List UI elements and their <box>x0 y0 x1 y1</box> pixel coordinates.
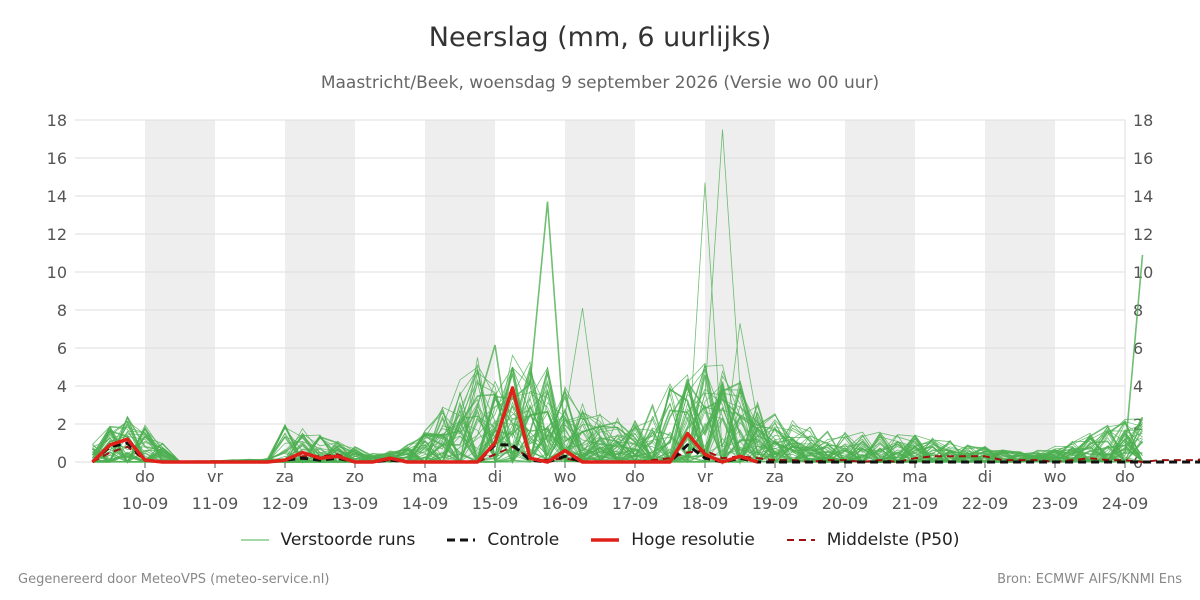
x-tick-day-16-09: wo <box>554 467 577 486</box>
legend-label-control: Controle <box>487 530 560 550</box>
y-tick-right-16: 16 <box>1133 149 1153 168</box>
x-tick-date-24-09: 24-09 <box>1102 494 1149 513</box>
day-band-16-09 <box>565 120 635 462</box>
y-tick-left-14: 14 <box>47 187 67 206</box>
x-tick-date-20-09: 20-09 <box>822 494 869 513</box>
x-tick-date-14-09: 14-09 <box>402 494 449 513</box>
legend-swatch-median <box>786 539 815 541</box>
x-tick-day-24-09: do <box>1115 467 1135 486</box>
y-tick-left-4: 4 <box>57 377 67 396</box>
x-tick-day-20-09: zo <box>836 467 854 486</box>
x-tick-date-16-09: 16-09 <box>542 494 589 513</box>
y-tick-left-0: 0 <box>57 453 67 472</box>
x-tick-day-14-09: ma <box>412 467 437 486</box>
x-tick-date-18-09: 18-09 <box>682 494 729 513</box>
y-tick-left-8: 8 <box>57 301 67 320</box>
day-band-12-09 <box>285 120 355 462</box>
x-tick-day-15-09: di <box>488 467 503 486</box>
y-tick-right-14: 14 <box>1133 187 1153 206</box>
y-tick-right-4: 4 <box>1133 377 1143 396</box>
x-tick-date-12-09: 12-09 <box>262 494 309 513</box>
chart-legend: Verstoorde runs Controle Hoge resolutie … <box>0 530 1200 550</box>
x-tick-day-23-09: wo <box>1044 467 1067 486</box>
x-tick-day-21-09: ma <box>902 467 927 486</box>
legend-label-hires: Hoge resolutie <box>631 530 755 550</box>
day-band-10-09 <box>145 120 215 462</box>
x-tick-date-10-09: 10-09 <box>122 494 169 513</box>
y-tick-left-12: 12 <box>47 225 67 244</box>
x-tick-day-10-09: do <box>135 467 155 486</box>
y-tick-right-12: 12 <box>1133 225 1153 244</box>
footer-generated-by: Gegenereerd door MeteoVPS (meteo-service… <box>18 572 330 587</box>
y-tick-right-10: 10 <box>1133 263 1153 282</box>
chart-title: Neerslag (mm, 6 uurlijks) <box>428 22 772 53</box>
x-tick-date-19-09: 19-09 <box>752 494 799 513</box>
footer-source: Bron: ECMWF AIFS/KNMI Ens <box>997 572 1182 587</box>
x-tick-day-22-09: di <box>978 467 993 486</box>
x-tick-date-22-09: 22-09 <box>962 494 1009 513</box>
y-tick-left-16: 16 <box>47 149 67 168</box>
legend-label-ensemble: Verstoorde runs <box>280 530 416 550</box>
x-tick-date-11-09: 11-09 <box>192 494 239 513</box>
legend-item-control[interactable]: Controle <box>447 530 559 550</box>
y-tick-left-18: 18 <box>47 111 67 130</box>
x-tick-day-17-09: do <box>625 467 645 486</box>
y-tick-left-10: 10 <box>47 263 67 282</box>
x-tick-date-17-09: 17-09 <box>612 494 659 513</box>
legend-swatch-hires <box>591 538 620 542</box>
x-tick-day-18-09: vr <box>697 467 713 486</box>
x-tick-day-19-09: za <box>766 467 784 486</box>
legend-swatch-control <box>447 538 476 542</box>
hires-line <box>91 386 759 464</box>
x-tick-date-13-09: 13-09 <box>332 494 379 513</box>
day-band-22-09 <box>985 120 1055 462</box>
x-tick-date-21-09: 21-09 <box>892 494 939 513</box>
legend-label-median: Middelste (P50) <box>826 530 960 550</box>
legend-item-median[interactable]: Middelste (P50) <box>786 530 960 550</box>
legend-swatch-ensemble <box>240 539 269 541</box>
y-tick-left-2: 2 <box>57 415 67 434</box>
x-tick-day-11-09: vr <box>207 467 223 486</box>
legend-item-hires[interactable]: Hoge resolutie <box>591 530 755 550</box>
y-tick-right-6: 6 <box>1133 339 1143 358</box>
x-tick-day-12-09: za <box>276 467 294 486</box>
x-tick-date-15-09: 15-09 <box>472 494 519 513</box>
legend-item-ensemble[interactable]: Verstoorde runs <box>240 530 416 550</box>
x-tick-day-13-09: zo <box>346 467 364 486</box>
x-tick-date-23-09: 23-09 <box>1032 494 1079 513</box>
y-tick-left-6: 6 <box>57 339 67 358</box>
y-tick-right-18: 18 <box>1133 111 1153 130</box>
chart-subtitle: Maastricht/Beek, woensdag 9 september 20… <box>320 73 880 93</box>
day-band-20-09 <box>845 120 915 462</box>
